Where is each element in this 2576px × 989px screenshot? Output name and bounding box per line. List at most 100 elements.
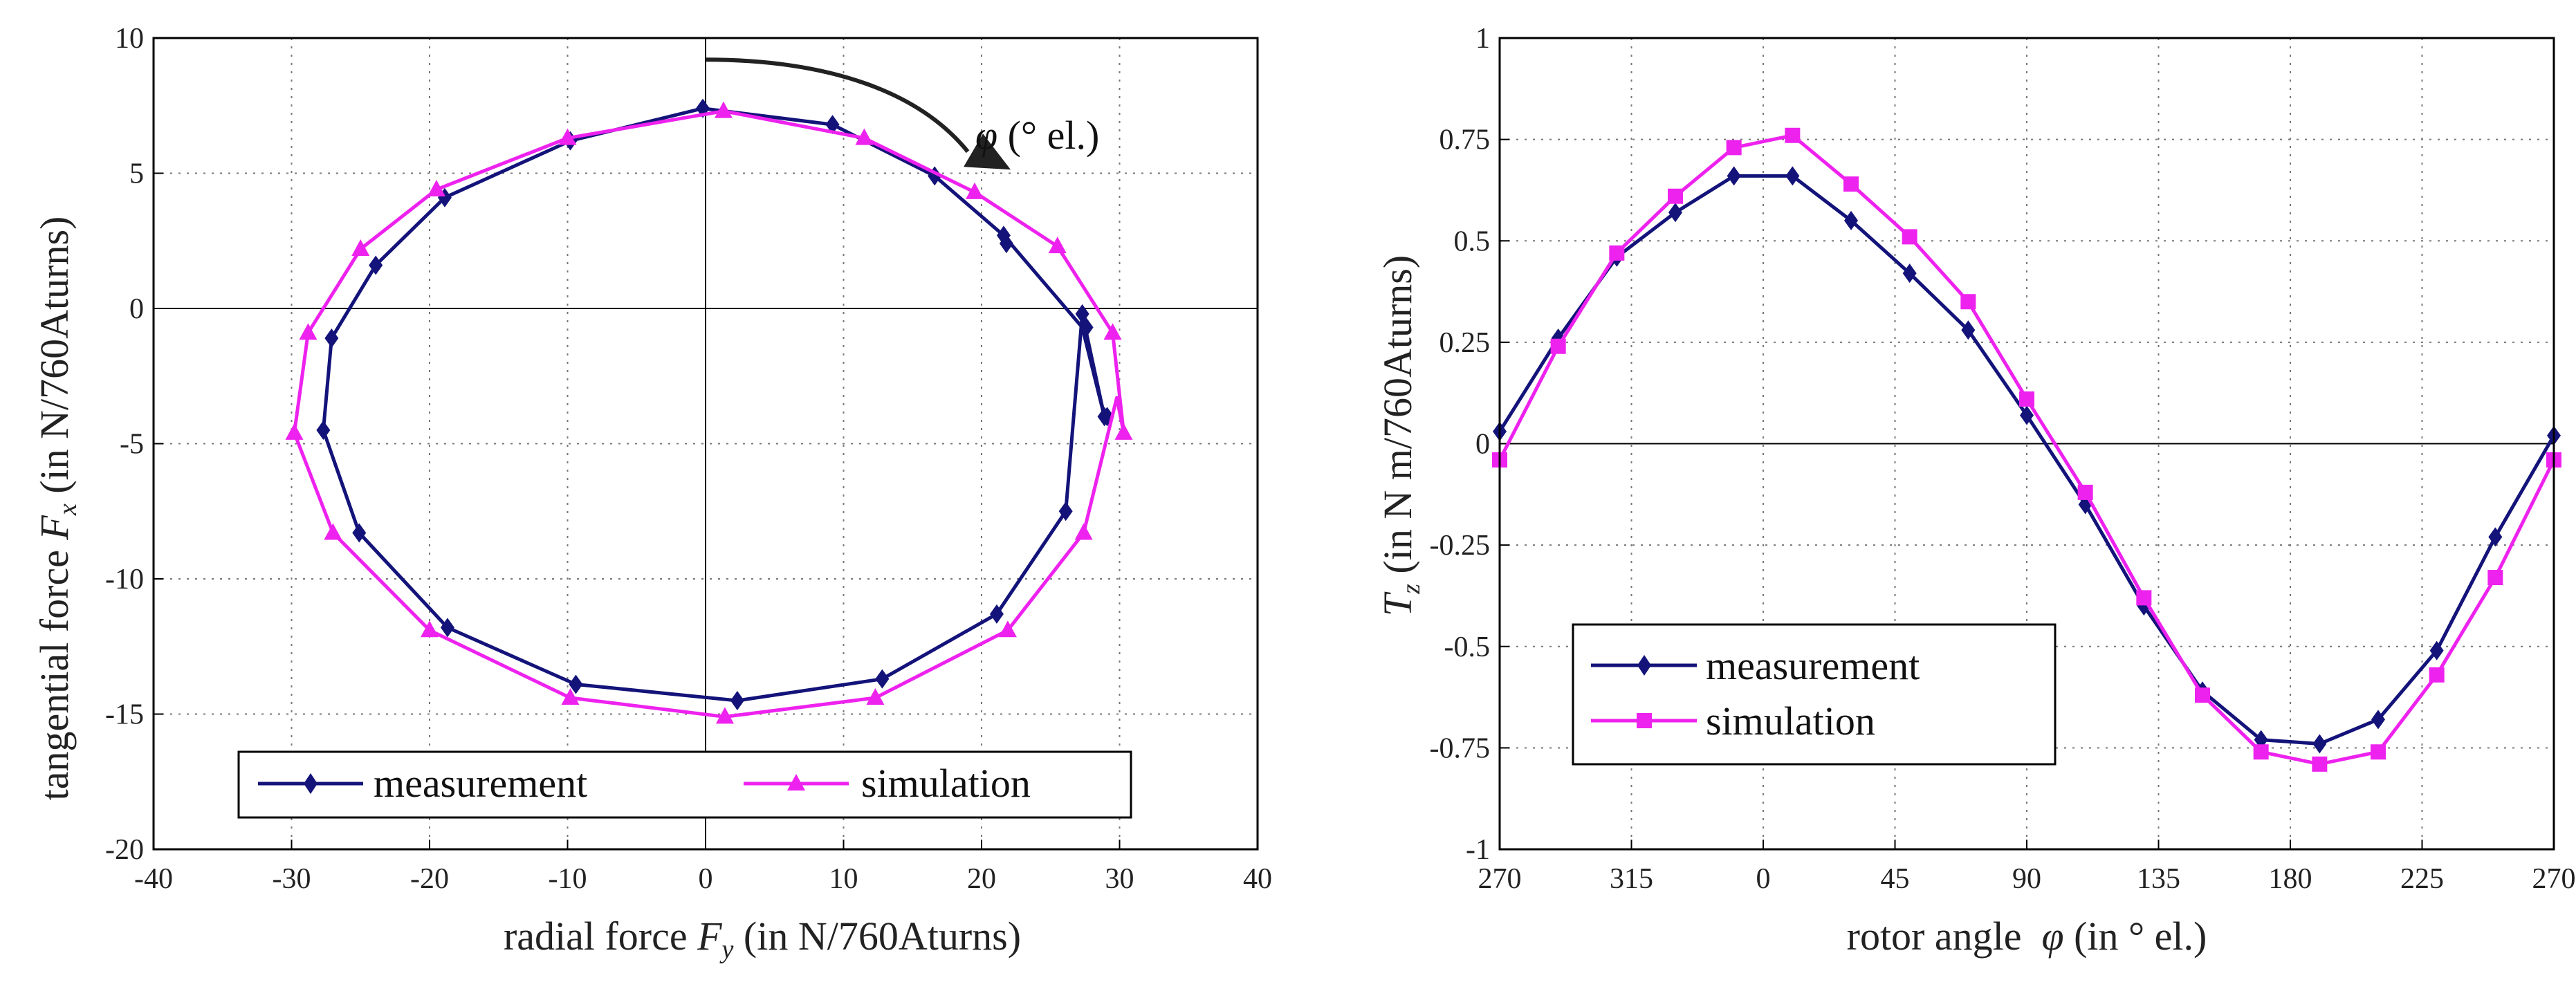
data-point-simulation <box>285 423 304 440</box>
series-line-measurement <box>321 107 1107 703</box>
legend-marker-measurement <box>304 773 318 794</box>
legend-label-measurement: measurement <box>1706 643 1920 688</box>
data-point-simulation <box>324 523 342 540</box>
x-label-symbol: φ <box>2041 914 2063 959</box>
x-tick-label: -10 <box>549 863 587 895</box>
data-point-measurement <box>1727 166 1741 186</box>
data-point-measurement <box>1902 264 1917 284</box>
data-point-simulation <box>715 707 734 724</box>
x-label-prefix: rotor angle <box>1847 914 2042 959</box>
data-point-simulation <box>1960 294 1976 310</box>
x-tick-label: 40 <box>1243 863 1272 895</box>
x-label-symbol: F <box>697 914 722 959</box>
plot-frame <box>152 37 1259 851</box>
y-tick-label: 0.5 <box>1454 225 1491 257</box>
data-point-simulation <box>714 101 733 118</box>
data-point-simulation <box>2487 570 2503 586</box>
rotation-arrow-head <box>964 133 1011 170</box>
y-tick-label: 0 <box>129 293 144 325</box>
x-tick-labels: -40 -30 -20 -10 0 10 20 30 40 <box>134 863 1272 895</box>
x-tick-label: -30 <box>273 863 311 895</box>
series-layer <box>285 98 1133 724</box>
data-point-simulation <box>1668 188 1683 204</box>
data-point-measurement <box>1079 317 1094 338</box>
data-point-simulation <box>427 179 445 196</box>
x-tick-label: 30 <box>1105 863 1134 895</box>
y-tick-label: -0.25 <box>1430 530 1491 562</box>
x-tick-label: 270 <box>2532 863 2576 895</box>
y-label-suffix: (in N/760Aturns) <box>32 216 77 504</box>
data-point-simulation <box>558 128 577 145</box>
data-point-measurement <box>324 329 339 349</box>
y-tick-label: 0.25 <box>1439 327 1491 359</box>
data-point-measurement <box>1058 501 1073 521</box>
phi-symbol: φ <box>975 113 997 158</box>
data-point-simulation <box>1550 338 1566 354</box>
x-label-subscript: y <box>719 935 734 964</box>
series-layer <box>1492 127 2561 772</box>
y-tick-label: -0.5 <box>1444 631 1491 663</box>
data-point-measurement <box>316 420 331 440</box>
data-point-simulation <box>1114 423 1133 440</box>
y-tick-labels: 10 5 0 -5 -10 -15 -20 <box>105 23 144 866</box>
y-label-symbol: T <box>1375 591 1420 616</box>
y-tick-labels: 1 0.75 0.5 0.25 0 -0.25 -0.5 -0.75 -1 <box>1430 23 1491 866</box>
x-axis-label: radial force Fy (in N/760Aturns) <box>504 914 1021 964</box>
data-point-simulation <box>2253 744 2269 760</box>
y-tick-label: 5 <box>129 158 144 190</box>
legend-label-simulation: simulation <box>1706 699 1875 743</box>
data-point-simulation <box>2077 484 2093 500</box>
y-label-symbol: F <box>32 515 77 541</box>
legend: measurement simulation <box>237 750 1132 819</box>
x-tick-labels: 270 315 0 45 90 135 180 225 270 <box>1478 863 2576 895</box>
y-axis-label: tangential force Fx (in N/760Aturns) <box>32 216 82 801</box>
rotation-arrow <box>705 57 1011 170</box>
x-label-suffix: (in ° el.) <box>2064 914 2207 959</box>
data-point-simulation <box>421 620 439 638</box>
rotation-arrow-curve <box>705 57 970 154</box>
force-locus-chart: 10 5 0 -5 -10 -15 -20 -40 -30 -20 -10 0 10 20 30 40 φ … <box>32 23 1272 964</box>
data-point-simulation <box>1726 140 1742 156</box>
data-point-simulation <box>966 182 984 199</box>
y-label-subscript: z <box>1397 584 1426 595</box>
data-point-simulation <box>2019 391 2034 407</box>
data-point-simulation <box>2195 687 2210 703</box>
x-tick-label: 135 <box>2137 863 2180 895</box>
series-line-simulation <box>293 109 1125 719</box>
data-point-simulation <box>2371 744 2386 760</box>
plot-frame <box>1498 37 2555 851</box>
data-point-measurement <box>730 690 744 710</box>
y-tick-label: 1 <box>1475 23 1490 55</box>
legend-marker-simulation <box>787 774 805 791</box>
y-tick-label: 10 <box>115 23 144 55</box>
legend: measurement simulation <box>1572 623 2057 766</box>
data-point-simulation <box>299 323 318 340</box>
data-point-measurement <box>999 234 1013 254</box>
data-point-simulation <box>1902 229 1917 245</box>
data-point-measurement <box>1961 320 1976 340</box>
data-point-simulation <box>1609 245 1625 261</box>
x-tick-label: 225 <box>2400 863 2444 895</box>
data-point-simulation <box>1074 523 1093 540</box>
y-label-suffix: (in N m/760Aturns) <box>1375 255 1420 584</box>
data-point-simulation <box>1785 127 1801 143</box>
data-point-simulation <box>855 128 874 145</box>
y-label-prefix: tangential force <box>32 540 77 801</box>
data-point-measurement <box>2488 527 2503 547</box>
x-tick-label: 0 <box>699 863 713 895</box>
x-tick-label: 45 <box>1881 863 1910 895</box>
x-tick-label: 270 <box>1478 863 1522 895</box>
data-point-measurement <box>352 523 367 543</box>
phi-annotation: φ (° el.) <box>975 113 1099 158</box>
data-point-measurement <box>825 115 840 135</box>
data-point-measurement <box>989 604 1004 624</box>
data-point-measurement <box>1785 166 1800 186</box>
y-tick-label: 0 <box>1475 429 1490 461</box>
x-tick-label: -20 <box>410 863 449 895</box>
data-point-simulation <box>351 239 370 256</box>
legend-label-simulation: simulation <box>861 761 1031 806</box>
y-tick-label: -0.75 <box>1430 732 1491 764</box>
data-point-measurement <box>2429 640 2444 660</box>
data-point-measurement <box>1668 203 1682 223</box>
data-point-simulation <box>2429 667 2445 683</box>
